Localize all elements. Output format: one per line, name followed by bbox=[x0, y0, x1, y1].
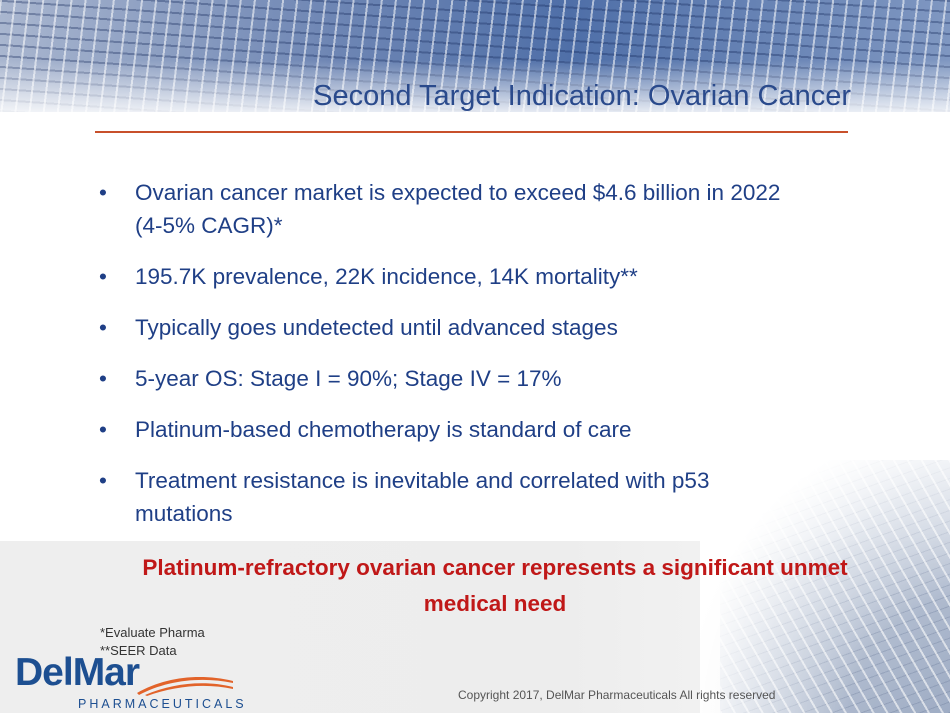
bullet-item: Typically goes undetected until advanced… bbox=[99, 311, 899, 344]
copyright-notice: Copyright 2017, DelMar Pharmaceuticals A… bbox=[458, 688, 776, 702]
bullet-list: Ovarian cancer market is expected to exc… bbox=[99, 176, 899, 548]
bullet-text-continued: mutations bbox=[135, 501, 233, 526]
bullet-text: Typically goes undetected until advanced… bbox=[135, 315, 618, 340]
bullet-item: Treatment resistance is inevitable and c… bbox=[99, 464, 899, 530]
callout-line: Platinum-refractory ovarian cancer repre… bbox=[142, 555, 848, 580]
callout-line: medical need bbox=[423, 591, 567, 616]
bullet-text-continued: (4-5% CAGR)* bbox=[135, 213, 283, 238]
bullet-text: Platinum-based chemotherapy is standard … bbox=[135, 417, 632, 442]
bullet-text: 195.7K prevalence, 22K incidence, 14K mo… bbox=[135, 264, 638, 289]
slide-title: Second Target Indication: Ovarian Cancer bbox=[313, 80, 851, 112]
bullet-item: 5-year OS: Stage I = 90%; Stage IV = 17% bbox=[99, 362, 899, 395]
footnotes: *Evaluate Pharma **SEER Data bbox=[100, 624, 205, 660]
bullet-text: Ovarian cancer market is expected to exc… bbox=[135, 180, 781, 205]
bullet-item: Platinum-based chemotherapy is standard … bbox=[99, 413, 899, 446]
background-fade bbox=[0, 60, 950, 112]
company-logo: DelMar PHARMACEUTICALS bbox=[15, 651, 244, 712]
bullet-item: 195.7K prevalence, 22K incidence, 14K mo… bbox=[99, 260, 899, 293]
callout-statement: Platinum-refractory ovarian cancer repre… bbox=[60, 550, 930, 622]
bullet-item: Ovarian cancer market is expected to exc… bbox=[99, 176, 899, 242]
title-underline bbox=[95, 131, 848, 133]
logo-wordmark: DelMar bbox=[15, 651, 140, 694]
logo-subtitle: PHARMACEUTICALS bbox=[78, 697, 247, 711]
bullet-text: Treatment resistance is inevitable and c… bbox=[135, 468, 710, 493]
footnote: **SEER Data bbox=[100, 643, 177, 658]
footnote: *Evaluate Pharma bbox=[100, 625, 205, 640]
logo-swoosh-icon bbox=[137, 677, 233, 696]
bullet-text: 5-year OS: Stage I = 90%; Stage IV = 17% bbox=[135, 366, 562, 391]
